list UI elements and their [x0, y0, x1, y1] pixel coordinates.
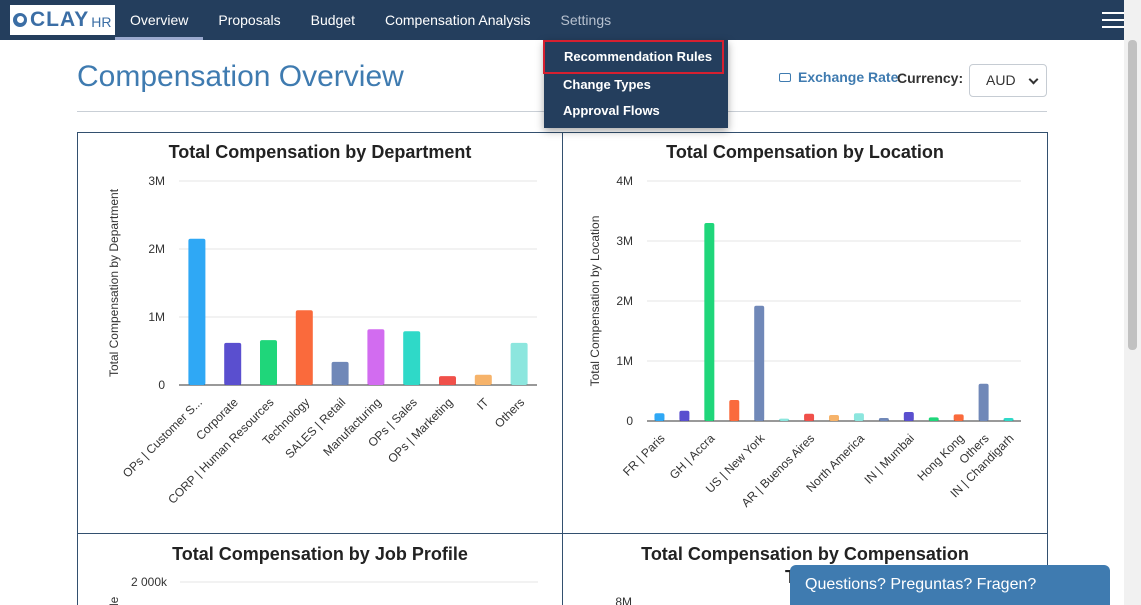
nav-budget[interactable]: Budget [310, 12, 355, 28]
chart-department-svg: 0 1M 2M 3M Total Compensation by Department O… [107, 174, 537, 507]
x-tick-label: OPs | Marketing [385, 395, 456, 466]
chart-title-department: Total Compensation by Department [168, 142, 472, 162]
bar[interactable] [679, 410, 690, 421]
y-axis-label: Total Compensation by Location [588, 216, 602, 387]
menu-item-recommendation-rules[interactable]: Recommendation Rules [543, 40, 724, 74]
chart-job-profile-svg: 2 000k le [107, 575, 538, 605]
currency-select[interactable]: AUD [969, 64, 1047, 97]
chart-panel-job-profile: Total Compensation by Job Profile 2 000k… [77, 533, 563, 605]
y-tick-label: 3M [616, 234, 633, 248]
x-tick-label: IT [474, 395, 492, 413]
bar[interactable] [754, 305, 765, 421]
y-axis-label: Total Compensation by Department [107, 188, 121, 377]
chat-widget-button[interactable]: Questions? Preguntas? Fragen? [790, 565, 1110, 605]
page-scrollbar[interactable] [1124, 0, 1141, 605]
x-tick-label: GH | Accra [667, 431, 718, 482]
y-tick-label: 3M [148, 174, 165, 188]
bar[interactable] [260, 340, 277, 385]
currency-value: AUD [986, 72, 1016, 88]
bar[interactable] [704, 223, 715, 421]
bar[interactable] [928, 417, 939, 421]
bar[interactable] [403, 331, 421, 385]
bar[interactable] [367, 329, 385, 385]
chart-title-job-profile: Total Compensation by Job Profile [172, 544, 468, 564]
currency-label: Currency: [897, 70, 964, 86]
bar[interactable] [903, 412, 914, 421]
clayhr-logo[interactable]: CLAY HR [10, 5, 115, 35]
chart-location-svg: 0 1M 2M 3M 4M Total Compensation by Location F… [588, 174, 1021, 510]
main-nav: Overview Proposals Budget Compensation A… [115, 0, 626, 40]
y-tick-label: 0 [158, 378, 165, 392]
bar[interactable] [654, 413, 665, 421]
nav-settings[interactable]: Settings [560, 12, 612, 28]
exchange-rate-icon [779, 72, 791, 82]
x-tick-label: Others [492, 395, 527, 430]
logo-suffix: HR [91, 14, 112, 30]
chart-panel-location: Total Compensation by Location 0 1M 2M 3M 4M… [562, 132, 1048, 534]
chart-title-location: Total Compensation by Location [666, 142, 944, 162]
hamburger-icon[interactable] [1102, 12, 1126, 28]
y-tick-label: 8M [615, 595, 632, 605]
nav-compensation-analysis[interactable]: Compensation Analysis [385, 12, 531, 28]
bar[interactable] [510, 342, 528, 385]
bar[interactable] [729, 400, 740, 421]
bar[interactable] [953, 414, 964, 421]
bar[interactable] [439, 376, 456, 385]
chevron-down-icon [1028, 74, 1039, 85]
bar[interactable] [853, 413, 864, 421]
bar[interactable] [474, 374, 492, 385]
y-tick-label: 4M [616, 174, 633, 188]
menu-item-approval-flows[interactable]: Approval Flows [563, 103, 660, 118]
chart-panel-department: Total Compensation by Department 0 1M 2M 3M… [77, 132, 563, 534]
bar[interactable] [1003, 418, 1014, 421]
bar[interactable] [978, 383, 989, 421]
top-nav-bar: CLAY HR Overview Proposals Budget Compen… [0, 0, 1141, 40]
scrollbar-thumb[interactable] [1128, 40, 1137, 350]
logo-icon [13, 13, 27, 27]
bar[interactable] [804, 413, 815, 421]
page-title: Compensation Overview [77, 60, 404, 93]
y-axis-label: le [107, 596, 121, 605]
menu-item-change-types[interactable]: Change Types [563, 77, 651, 92]
nav-overview[interactable]: Overview [115, 0, 204, 40]
x-tick-label: IN | Mumbai [861, 431, 916, 486]
nav-proposals[interactable]: Proposals [218, 12, 281, 28]
y-tick-label: 1M [616, 354, 633, 368]
bar[interactable] [224, 342, 242, 385]
x-tick-label: FR | Paris [620, 431, 667, 478]
y-tick-label: 2M [616, 294, 633, 308]
y-tick-label: 2 000k [131, 575, 168, 589]
bar[interactable] [829, 415, 839, 421]
exchange-rate-link[interactable]: Exchange Rate [779, 69, 898, 85]
exchange-rate-label: Exchange Rate [798, 69, 899, 85]
chart-compensation-svg: 8M [615, 595, 632, 605]
y-tick-label: 1M [148, 310, 165, 324]
x-tick-label: OPs | Customer S... [120, 395, 205, 480]
bar[interactable] [188, 238, 206, 385]
bar[interactable] [878, 418, 889, 421]
bar[interactable] [295, 310, 313, 385]
bar[interactable] [779, 418, 790, 421]
y-tick-label: 2M [148, 242, 165, 256]
y-tick-label: 0 [626, 414, 633, 428]
bar[interactable] [331, 361, 349, 385]
chart-title-compensation: Total Compensation by Compensation [641, 544, 969, 564]
logo-text: CLAY [30, 8, 90, 31]
settings-dropdown-menu: Recommendation Rules Change Types Approv… [543, 40, 728, 128]
